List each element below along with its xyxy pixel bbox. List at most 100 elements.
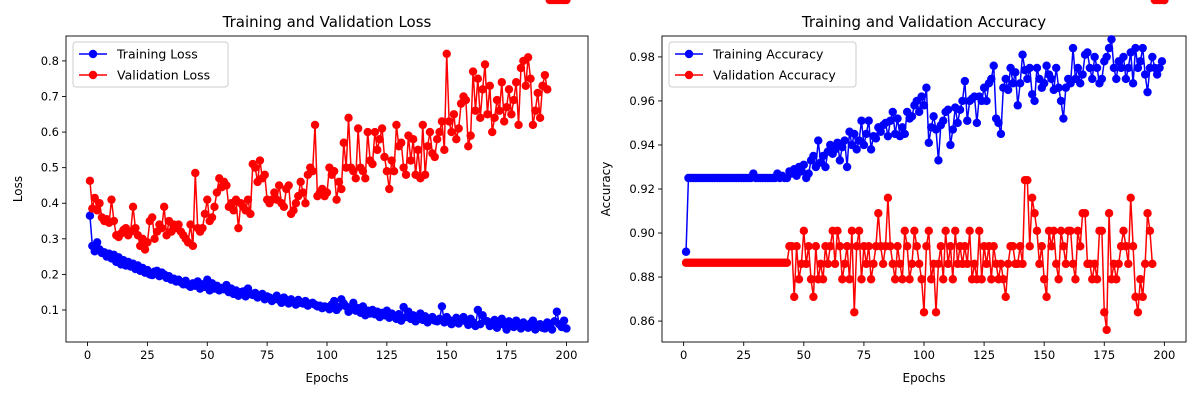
- data-point: [1073, 63, 1083, 73]
- data-point: [203, 195, 212, 204]
- data-point: [289, 206, 298, 215]
- data-point: [852, 242, 861, 251]
- data-point: [1152, 70, 1162, 79]
- data-point: [840, 136, 849, 145]
- data-point: [507, 110, 516, 119]
- data-point: [809, 151, 818, 161]
- data-point: [1100, 308, 1109, 317]
- data-point: [1011, 68, 1020, 77]
- data-point: [989, 242, 998, 251]
- data-point: [878, 259, 888, 269]
- x-tick-label: 125: [973, 348, 995, 362]
- x-tick-label: 75: [857, 348, 872, 362]
- data-point: [869, 259, 878, 269]
- data-point: [1090, 52, 1099, 62]
- data-point: [1003, 85, 1013, 95]
- data-point: [1013, 101, 1022, 110]
- data-point: [274, 181, 284, 190]
- data-point: [540, 70, 550, 80]
- data-point: [931, 308, 941, 317]
- data-point: [1003, 259, 1013, 269]
- data-point: [131, 223, 140, 233]
- x-tick-label: 125: [376, 348, 398, 362]
- data-point: [996, 129, 1006, 139]
- data-point: [681, 247, 691, 256]
- y-tick-label: 0.8: [41, 54, 59, 68]
- data-point: [1092, 275, 1102, 284]
- legend: Training Accuracy Validation Accuracy: [668, 41, 857, 88]
- data-point: [886, 116, 895, 125]
- data-point: [499, 117, 509, 126]
- data-point: [782, 258, 792, 267]
- data-point: [406, 156, 416, 165]
- data-point: [948, 125, 958, 134]
- data-point: [1145, 226, 1155, 236]
- data-point: [514, 120, 523, 130]
- data-point: [478, 85, 487, 94]
- data-point: [485, 81, 495, 91]
- data-point: [1059, 242, 1068, 251]
- data-point: [1027, 193, 1037, 203]
- data-point: [401, 170, 411, 179]
- data-point: [802, 259, 811, 269]
- data-point: [1133, 308, 1143, 317]
- x-tick-label: 0: [680, 348, 687, 362]
- data-point: [1008, 242, 1018, 251]
- data-point: [835, 242, 845, 251]
- data-point: [497, 78, 506, 87]
- legend-label: Training Accuracy: [712, 47, 824, 62]
- data-point: [919, 308, 929, 317]
- data-point: [1056, 226, 1066, 236]
- series-training-accuracy: [681, 0, 1169, 256]
- legend-marker: [88, 70, 98, 80]
- data-point: [387, 156, 396, 165]
- data-point: [418, 120, 427, 130]
- data-point: [902, 242, 912, 251]
- legend-label: Validation Accuracy: [713, 68, 836, 83]
- data-point: [1138, 43, 1147, 53]
- data-point: [1131, 292, 1140, 302]
- data-point: [1039, 275, 1049, 284]
- data-point: [547, 325, 557, 334]
- data-point: [339, 138, 348, 147]
- data-point: [298, 188, 308, 197]
- data-point: [528, 120, 538, 130]
- data-point: [1090, 259, 1099, 269]
- data-point: [1056, 96, 1066, 106]
- data-point: [866, 275, 876, 284]
- data-point: [559, 316, 569, 325]
- data-point: [922, 242, 931, 251]
- data-point: [859, 140, 869, 150]
- data-point: [1054, 275, 1063, 284]
- data-point: [1128, 242, 1138, 251]
- legend: Training Loss Validation Loss: [72, 41, 229, 88]
- data-point: [473, 74, 483, 83]
- data-point: [960, 76, 970, 86]
- data-point: [886, 242, 895, 251]
- x-tick-label: 50: [796, 348, 811, 362]
- data-point: [358, 167, 368, 176]
- data-point: [900, 226, 909, 236]
- data-point: [250, 163, 260, 172]
- data-point: [941, 226, 950, 236]
- data-point: [934, 156, 943, 165]
- data-point: [1104, 43, 1114, 53]
- data-point: [1102, 325, 1111, 335]
- data-point: [334, 177, 344, 187]
- data-point: [1030, 209, 1039, 218]
- loss-chart: Training and Validation Loss 0 25 50 75 100 12…: [11, 0, 589, 385]
- data-point: [895, 259, 905, 269]
- data-point: [255, 156, 265, 165]
- x-axis-label: Epochs: [903, 371, 946, 385]
- legend-entry: Validation Accuracy: [675, 68, 836, 83]
- data-point: [804, 169, 813, 178]
- legend-marker: [684, 49, 694, 59]
- chart-title: Training and Validation Loss: [222, 13, 432, 31]
- data-point: [284, 181, 293, 190]
- data-point: [413, 145, 423, 155]
- data-point: [186, 220, 195, 229]
- x-tick-label: 200: [1153, 348, 1175, 362]
- data-point: [1136, 57, 1145, 66]
- x-tick-label: 75: [260, 348, 275, 362]
- data-point: [95, 199, 104, 208]
